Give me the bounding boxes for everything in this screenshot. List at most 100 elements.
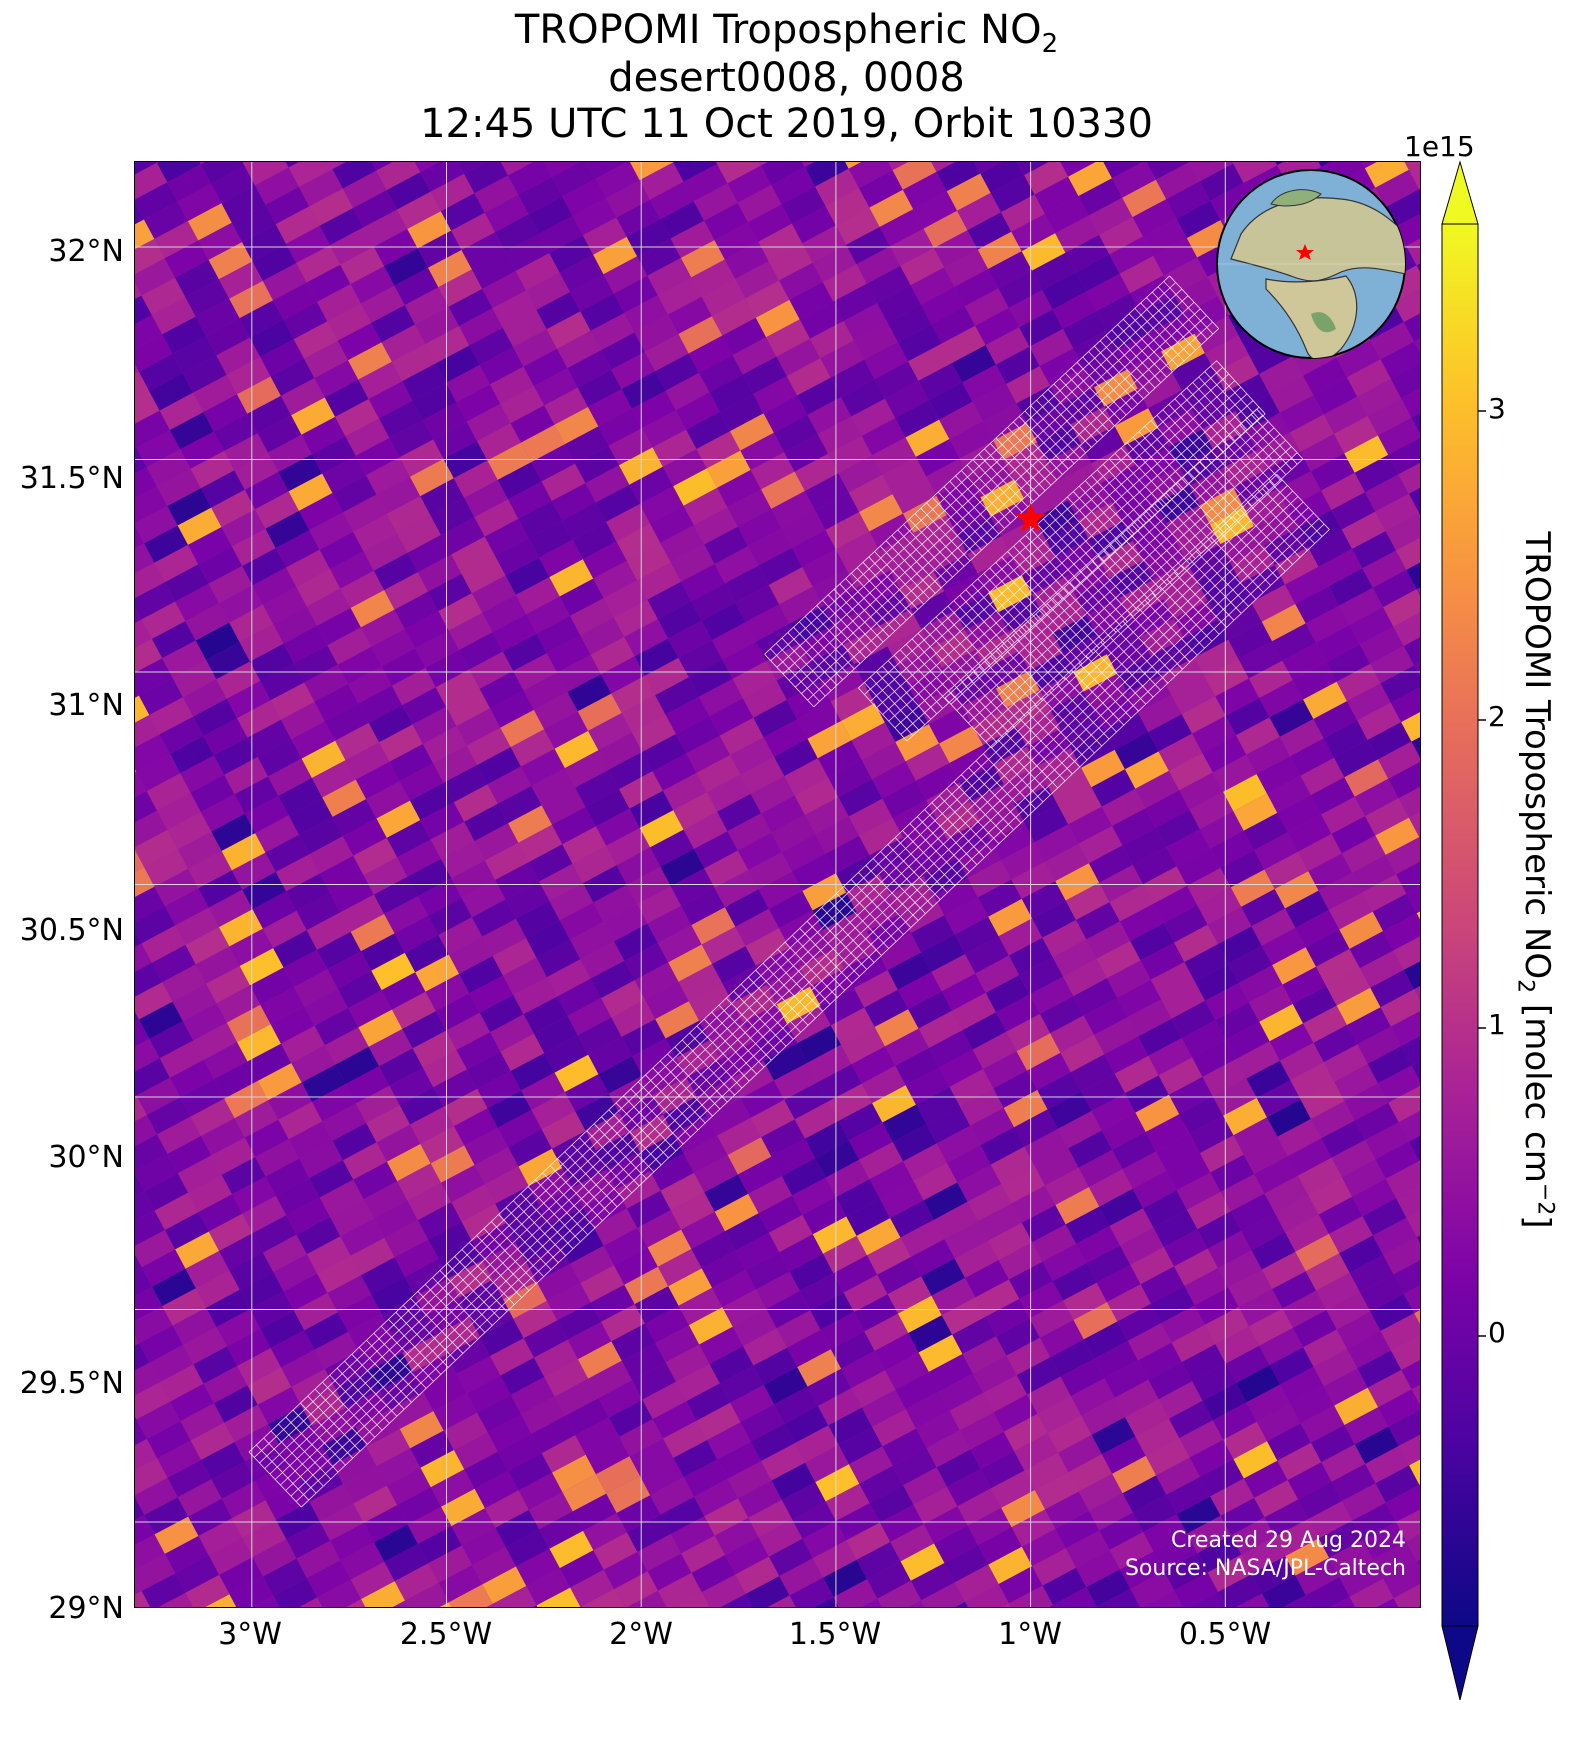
no2-pixel xyxy=(820,340,865,378)
no2-pixel xyxy=(1184,1268,1229,1306)
no2-pixel xyxy=(358,1009,403,1047)
no2-pixel xyxy=(327,303,372,341)
no2-pixel xyxy=(247,719,292,757)
no2-pixel xyxy=(146,773,191,811)
no2-pixel xyxy=(1277,1442,1322,1481)
no2-pixel xyxy=(1331,1140,1376,1178)
no2-pixel xyxy=(903,1143,947,1181)
no2-pixel xyxy=(721,1593,753,1607)
no2-pixel xyxy=(1011,861,1056,899)
no2-pixel xyxy=(1256,1080,1301,1118)
no2-pixel xyxy=(946,173,991,211)
no2-pixel xyxy=(913,1486,958,1525)
no2-pixel xyxy=(1365,474,1409,512)
no2-pixel xyxy=(135,867,155,898)
no2-pixel xyxy=(1086,1245,1131,1283)
no2-pixel xyxy=(1114,732,1159,770)
no2-pixel xyxy=(735,585,780,623)
no2-pixel xyxy=(1388,1409,1420,1446)
no2-pixel xyxy=(415,306,459,344)
no2-pixel xyxy=(1380,1313,1420,1351)
no2-pixel xyxy=(753,1347,798,1385)
no2-pixel xyxy=(1050,1339,1095,1377)
no2-pixel xyxy=(167,164,212,202)
no2-pixel xyxy=(231,852,276,890)
no2-pixel xyxy=(384,1220,429,1258)
no2-pixel xyxy=(200,794,245,832)
no2-pixel xyxy=(182,1003,227,1041)
no2-pixel xyxy=(1107,960,1151,998)
no2-pixel xyxy=(1122,827,1167,865)
no2-pixel xyxy=(1248,984,1293,1022)
no2-pixel xyxy=(200,470,245,508)
no2-pixel xyxy=(412,1354,457,1392)
no2-pixel xyxy=(1365,798,1409,836)
no2-pixel xyxy=(135,1191,155,1221)
no2-pixel xyxy=(683,487,728,526)
no2-pixel xyxy=(905,1391,950,1429)
no2-pixel xyxy=(1352,531,1396,569)
no2-pixel xyxy=(848,162,893,189)
no2-pixel xyxy=(399,1411,444,1449)
no2-pixel xyxy=(750,1099,795,1138)
no2-pixel xyxy=(546,311,591,349)
no2-pixel xyxy=(464,162,508,194)
no2-pixel xyxy=(626,543,671,581)
no2-pixel xyxy=(557,978,602,1016)
no2-pixel xyxy=(1106,312,1151,350)
no2-pixel xyxy=(479,347,524,385)
no2-pixel xyxy=(136,753,181,792)
no2-pixel xyxy=(562,1474,607,1512)
no2-pixel xyxy=(1150,1285,1195,1324)
no2-pixel xyxy=(784,758,829,796)
no2-pixel xyxy=(1039,348,1084,386)
no2-pixel xyxy=(1168,1076,1213,1115)
no2-pixel xyxy=(1049,1605,1054,1607)
no2-pixel xyxy=(967,860,1012,898)
no2-pixel xyxy=(1099,1188,1144,1226)
no2-pixel xyxy=(1393,936,1420,970)
no2-pixel xyxy=(366,1429,411,1467)
no2-pixel xyxy=(306,264,351,302)
no2-pixel xyxy=(190,451,235,489)
no2-pixel xyxy=(1011,213,1056,252)
no2-pixel xyxy=(1349,1254,1394,1293)
no2-pixel xyxy=(688,1307,733,1345)
no2-pixel xyxy=(1416,1559,1420,1568)
no2-pixel xyxy=(417,554,462,592)
no2-pixel xyxy=(242,162,253,166)
no2-pixel xyxy=(949,1392,994,1431)
no2-pixel xyxy=(199,162,206,165)
no2-pixel xyxy=(928,382,973,420)
no2-pixel xyxy=(206,318,250,356)
map-panel[interactable]: Created 29 Aug 2024 Source: NASA/JPL-Cal… xyxy=(134,161,1421,1608)
no2-pixel xyxy=(539,215,583,254)
no2-pixel xyxy=(923,1182,968,1220)
no2-pixel xyxy=(681,887,725,926)
no2-pixel xyxy=(1367,1369,1412,1408)
lat-label-30: 30°N xyxy=(48,1140,124,1175)
no2-pixel xyxy=(1168,753,1213,791)
no2-pixel xyxy=(939,1373,984,1411)
no2-pixel xyxy=(724,565,769,603)
no2-pixel xyxy=(1174,600,1218,639)
no2-pixel xyxy=(657,601,702,639)
no2-pixel xyxy=(1148,1362,1193,1400)
no2-pixel xyxy=(737,832,782,870)
no2-pixel xyxy=(882,1104,927,1142)
no2-pixel xyxy=(1161,333,1205,371)
no2-pixel xyxy=(639,810,684,848)
no2-pixel xyxy=(430,1145,475,1183)
no2-pixel xyxy=(1202,735,1247,773)
no2-pixel xyxy=(814,1597,839,1607)
no2-pixel xyxy=(1145,790,1190,828)
no2-pixel xyxy=(577,693,622,731)
no2-pixel xyxy=(639,486,684,524)
no2-pixel xyxy=(1406,1534,1420,1561)
no2-pixel xyxy=(663,1096,707,1134)
no2-pixel xyxy=(1161,981,1206,1019)
no2-pixel xyxy=(675,392,720,430)
no2-pixel xyxy=(135,1230,176,1268)
no2-pixel xyxy=(647,1229,692,1267)
no2-pixel xyxy=(1205,659,1249,697)
